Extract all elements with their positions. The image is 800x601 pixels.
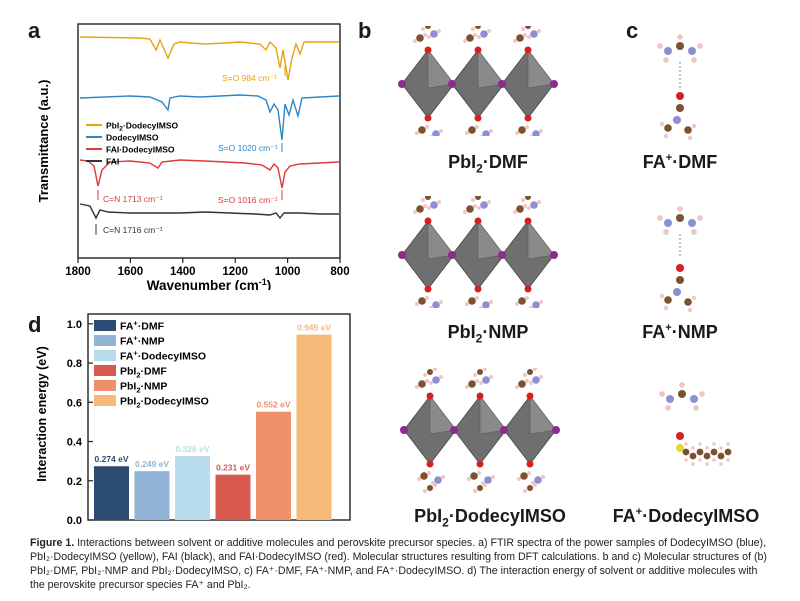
- bar-legend-label: PbI2·NMP: [120, 381, 167, 395]
- bar-legend-swatch: [94, 365, 116, 376]
- ftir-plot-frame: [77, 23, 341, 259]
- bar-ytick-label: 0.6: [67, 397, 82, 409]
- panel-label-d: d: [28, 312, 42, 337]
- bar-value-label: 0.945 eV: [297, 323, 331, 333]
- bar-ytick-label: 1.0: [67, 319, 82, 331]
- bar: [256, 411, 291, 520]
- caption-label: Figure 1.: [30, 537, 75, 549]
- bar-legend-label: FA+·DodecyIMSO: [120, 349, 206, 363]
- ftir-xticks: 1800 1600 1400 1200 1000 800: [65, 258, 350, 278]
- ftir-xtick-label: 1600: [118, 266, 144, 278]
- bar-legend-swatch: [94, 395, 116, 406]
- spectrum-fai: [79, 203, 339, 220]
- structure-fa-dmf: [657, 34, 703, 141]
- bar: [134, 471, 170, 520]
- ftir-xtick-label: 1400: [170, 266, 196, 278]
- bar: [215, 474, 251, 520]
- bar-legend-label: FA+·DMF: [120, 319, 165, 333]
- panel-label-b: b: [358, 18, 372, 43]
- ftir-legend-label: FAI·DodecyIMSO: [106, 145, 175, 155]
- interaction-energy-chart: Interaction energy (eV) 0.0 0.2 0.4 0.6 0.8 1…: [35, 313, 351, 527]
- spectrum-dodecylmso: [79, 94, 340, 141]
- bar: [296, 334, 332, 520]
- annotation-cn1716: C=N 1716 cm⁻¹: [103, 225, 163, 235]
- structure-fa-dodecylmso: [659, 382, 732, 466]
- label-fa-nmp: FA+·NMP: [642, 322, 718, 342]
- label-fa-dodecylmso: FA+·DodecyIMSO: [612, 506, 760, 526]
- ftir-legend-label: FAI: [106, 157, 119, 167]
- bar-legend: FA+·DMFFA+·NMPFA+·DodecyIMSOPbI2·DMFPbI2…: [94, 319, 209, 410]
- bar-legend-swatch: [94, 320, 116, 331]
- structure-pbi2-nmp: [398, 196, 558, 308]
- structure-fa-nmp: [657, 206, 703, 313]
- figure-caption: Figure 1. Interactions between solvent o…: [30, 536, 775, 592]
- bar-ytick-label: 0.0: [67, 515, 82, 527]
- spectrum-fai-dodecylmso: [79, 159, 340, 189]
- label-pbi2-dodecylmso: PbI2·DodecyIMSO: [414, 506, 566, 530]
- annotation-cn1713: C=N 1713 cm⁻¹: [103, 194, 163, 204]
- structure-pbi2-dmf: [398, 26, 558, 136]
- spectrum-pbi2-dodecylmso: [79, 36, 339, 81]
- bar-legend-label: PbI2·DodecyIMSO: [120, 396, 209, 410]
- ftir-chart: Transmittance (a.u.) 1800 1600 1400 1200 100…: [36, 23, 350, 290]
- structure-pbi2-dodecylmso: [400, 368, 560, 493]
- ftir-ylabel: Transmittance (a.u.): [36, 80, 51, 203]
- caption-text: Interactions between solvent or additive…: [30, 537, 767, 591]
- bar-value-label: 0.552 eV: [256, 400, 290, 410]
- bar-yticks: 0.0 0.2 0.4 0.6 0.8 1.0: [67, 319, 93, 527]
- label-pbi2-dmf: PbI2·DMF: [448, 152, 528, 176]
- bar-legend-swatch: [94, 335, 116, 346]
- bar-value-label: 0.231 eV: [216, 463, 250, 473]
- ftir-legend-label: DodecyIMSO: [106, 133, 159, 143]
- bar-legend-swatch: [94, 350, 116, 361]
- ftir-legend-label: PbI2·DodecyIMSO: [106, 121, 179, 133]
- bar: [175, 456, 210, 520]
- panel-label-c: c: [626, 18, 639, 43]
- bar-legend-swatch: [94, 380, 116, 391]
- bar-ytick-label: 0.4: [67, 437, 83, 449]
- panel-label-a: a: [28, 18, 41, 43]
- annotation-so984: S=O 984 cm⁻¹: [222, 73, 277, 83]
- bar-value-label: 0.274 eV: [94, 454, 128, 464]
- ftir-xlabel: Wavenumber (cm-1): [147, 277, 272, 290]
- bar: [94, 466, 129, 520]
- label-pbi2-nmp: PbI2·NMP: [447, 322, 529, 346]
- annotation-so1020: S=O 1020 cm⁻¹: [218, 143, 278, 153]
- bar-value-label: 0.326 eV: [175, 444, 209, 454]
- ftir-xtick-label: 1000: [275, 266, 301, 278]
- bar-legend-label: FA+·NMP: [120, 334, 165, 348]
- ftir-xtick-label: 1800: [65, 266, 91, 278]
- label-fa-dmf: FA+·DMF: [642, 152, 718, 172]
- bar-ytick-label: 0.2: [67, 476, 82, 488]
- ftir-xtick-label: 800: [330, 266, 349, 278]
- bar-value-label: 0.249 eV: [135, 459, 169, 469]
- bar-ytick-label: 0.8: [67, 358, 82, 370]
- bar-ylabel: Interaction energy (eV): [35, 346, 49, 481]
- bars: 0.274 eV 0.249 eV 0.326 eV 0.231 eV 0.552 eV…: [94, 323, 332, 520]
- bar-legend-label: PbI2·DMF: [120, 366, 167, 380]
- ftir-xtick-label: 1200: [222, 266, 248, 278]
- annotation-so1016: S=O 1016 cm⁻¹: [218, 195, 278, 205]
